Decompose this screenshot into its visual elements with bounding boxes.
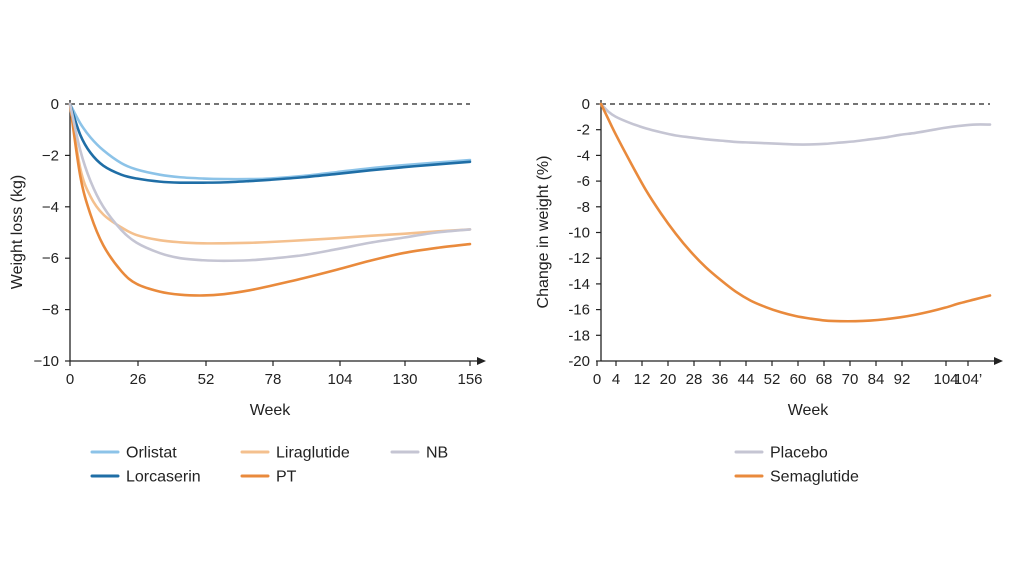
x-tick-label: 84	[868, 371, 885, 388]
series-line-orlistat	[68, 102, 472, 181]
x-tick-label: 52	[198, 371, 215, 388]
legend-label-semaglutide: Semaglutide	[770, 469, 859, 486]
y-tick-label: -6	[577, 173, 590, 190]
series-line-semaglutide	[599, 102, 992, 323]
series-line-nb	[68, 102, 472, 263]
legend: Placebo Semaglutide	[734, 445, 859, 486]
y-axis-title: Weight loss (kg)	[9, 175, 26, 289]
x-tick-label: 156	[457, 371, 482, 388]
x-tick-label: 0	[593, 371, 601, 388]
y-tick-label: −6	[42, 250, 59, 267]
y-tick-label: -20	[568, 353, 590, 370]
x-tick-label: 0	[66, 371, 74, 388]
x-tick-label: 36	[712, 371, 729, 388]
legend-label-placebo: Placebo	[770, 445, 828, 462]
x-axis-arrow	[994, 357, 1003, 365]
chart-panel-2: 0-2-4-6-8-10-12-14-16-18-200 4 12 20 28 36 44 5…	[535, 96, 1003, 486]
x-axis-title: Week	[250, 402, 292, 419]
x-tick-label: 12	[634, 371, 651, 388]
y-tick-label: -18	[568, 327, 590, 344]
y-tick-label: -8	[577, 199, 590, 216]
y-tick-label: −2	[42, 147, 59, 164]
y-tick-label: -2	[577, 122, 590, 139]
y-tick-label: −8	[42, 302, 59, 319]
y-tick-label: -16	[568, 302, 590, 319]
series-line-placebo	[599, 102, 992, 146]
x-tick-label: 70	[842, 371, 859, 388]
legend-label-pt: PT	[276, 469, 297, 486]
y-tick-label: -14	[568, 276, 590, 293]
x-tick-label: 26	[130, 371, 147, 388]
x-tick-label: 104’	[954, 371, 982, 388]
y-axis-title: Change in weight (%)	[535, 156, 552, 309]
legend-label-lorcaserin: Lorcaserin	[126, 469, 201, 486]
y-tick-label: 0	[51, 96, 59, 113]
x-tick-label: 92	[894, 371, 911, 388]
x-tick-label: 60	[790, 371, 807, 388]
y-tick-label: 0	[582, 96, 590, 113]
x-tick-label: 78	[265, 371, 282, 388]
x-axis-title: Week	[788, 402, 830, 419]
y-tick-label: -4	[577, 147, 590, 164]
x-tick-label: 4	[612, 371, 620, 388]
y-tick-label: −10	[34, 353, 59, 370]
x-tick-label: 104	[933, 371, 958, 388]
x-tick-label: 20	[660, 371, 677, 388]
x-tick-label: 68	[816, 371, 833, 388]
legend-label-liraglutide: Liraglutide	[276, 445, 350, 462]
series-line-lorcaserin	[68, 102, 472, 185]
y-tick-label: -12	[568, 250, 590, 267]
series-line-pt	[68, 102, 472, 297]
x-tick-label: 130	[392, 371, 417, 388]
y-tick-label: -10	[568, 225, 590, 242]
x-tick-label: 28	[686, 371, 703, 388]
series-line-liraglutide	[68, 102, 472, 245]
x-tick-label: 52	[764, 371, 781, 388]
y-tick-label: −4	[42, 199, 59, 216]
x-tick-label: 104	[327, 371, 352, 388]
x-axis-arrow	[477, 357, 486, 365]
chart-panel-1: 0 −2 −4 −6 −8 −10 0 26 52 78 104 130 156 Week Weight l…	[9, 96, 486, 486]
legend-label-nb: NB	[426, 445, 448, 462]
legend-label-orlistat: Orlistat	[126, 445, 177, 462]
x-tick-label: 44	[738, 371, 755, 388]
legend: Orlistat Lorcaserin Liraglutide PT NB	[90, 445, 448, 486]
